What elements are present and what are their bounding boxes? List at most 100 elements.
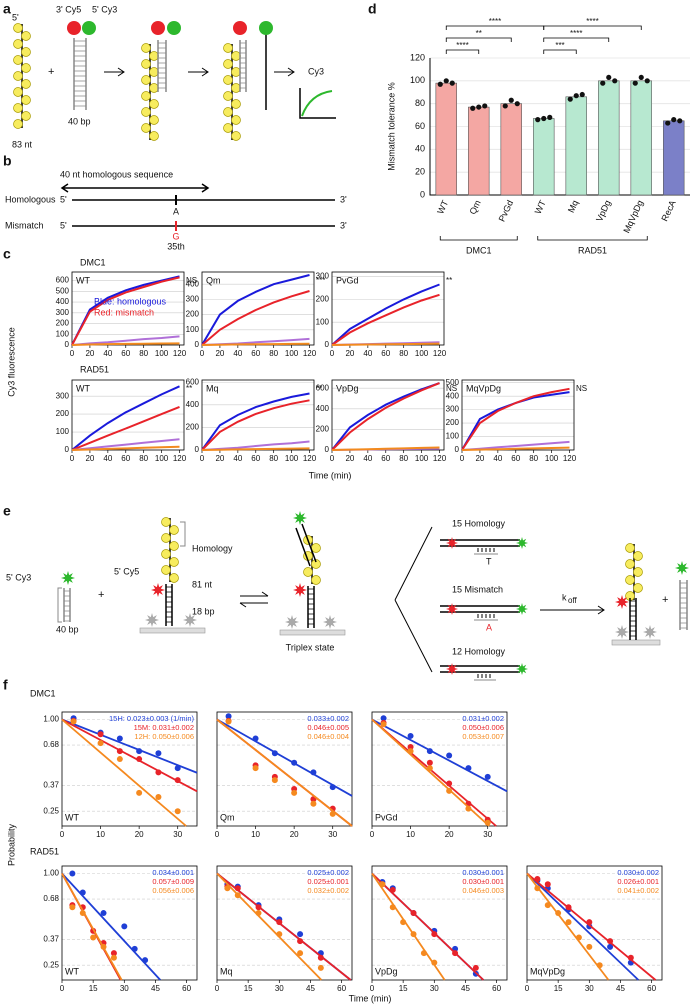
data-point (596, 962, 603, 969)
x-tick-label: 80 (269, 454, 278, 463)
rate-label: 0.046±0.003 (462, 886, 504, 895)
x-tick-label: 60 (381, 454, 390, 463)
y-tick-label: 200 (56, 409, 70, 418)
line-series (201, 447, 310, 451)
y-tick-label: 0 (65, 340, 70, 349)
x-tick-label: 0 (70, 349, 75, 358)
bp-bracket (57, 587, 62, 623)
x-tick-label: 60 (511, 454, 520, 463)
chart: 0 200 400 600 0 20 40 60 80 100 120 Mq ** (186, 377, 323, 463)
rate-subscript: off (568, 596, 578, 605)
fluorophore (516, 663, 528, 675)
fit-line (61, 718, 198, 793)
x-axis-title: Time (min) (309, 470, 352, 480)
x-tick-label: 0 (70, 454, 75, 463)
y-tick-label: 100 (446, 432, 460, 441)
base: G (172, 231, 179, 241)
replicate-dot (541, 115, 547, 122)
fit-line (61, 873, 123, 981)
y-tick-label: 0 (455, 445, 460, 454)
data-point (544, 902, 551, 909)
line-series (331, 283, 440, 346)
x-tick-label: 40 (103, 349, 112, 358)
y-axis-title: Probability (6, 823, 16, 866)
data-point (446, 752, 453, 759)
significance-label: NS (446, 384, 457, 393)
nucleotide (231, 51, 241, 61)
branch (394, 526, 433, 673)
bracket (474, 553, 498, 681)
significance-bracket (445, 49, 480, 54)
data-point (465, 805, 472, 812)
duplex (63, 588, 71, 622)
nucleotide (21, 111, 31, 121)
replicate-dot (508, 97, 514, 103)
nucleotide (21, 63, 31, 73)
x-tick-label: 20 (445, 830, 454, 839)
y-tick-label: 400 (446, 391, 460, 400)
label: 81 nt (192, 579, 213, 589)
fit-line (216, 718, 353, 827)
fluorophore (615, 595, 629, 609)
rate-label: 0.056±0.006 (152, 886, 194, 895)
data-point (627, 954, 634, 961)
y-tick-label: 1.00 (43, 869, 59, 878)
case-label: 12 Homology (452, 646, 506, 656)
panel-a: 5' 3' Cy5 5' Cy3 + 40 bp 83 nt Cy3 (12, 4, 336, 149)
line-series (71, 438, 180, 451)
replicate-dot (671, 117, 677, 123)
x-tick-label: 80 (139, 454, 148, 463)
fluorophore (446, 603, 458, 615)
x-tick-label: 30 (430, 984, 439, 993)
y-tick-label: 0.25 (43, 806, 59, 815)
replicate-dot (547, 114, 553, 120)
fit-line (371, 718, 508, 793)
nucleotide (21, 79, 31, 89)
row-label: Homologous (5, 194, 56, 204)
data-point (426, 759, 433, 766)
panel-title: WT (65, 966, 79, 976)
data-point (224, 885, 231, 892)
y-tick-label: 600 (56, 276, 70, 285)
data-point (534, 876, 541, 883)
chart: 0 200 400 600 0 20 40 60 80 100 120 VpDg NS (316, 379, 457, 463)
line-series (71, 385, 180, 451)
y-tick-label: 400 (56, 297, 70, 306)
significance-label: ** (476, 29, 482, 38)
label: 5' (60, 194, 67, 204)
nucleotide (223, 75, 233, 85)
panel-label: e (3, 503, 11, 519)
y-axis-title: Mismatch tolerance % (386, 82, 396, 171)
data-point (389, 886, 396, 893)
duplex (307, 586, 315, 628)
nucleotide (223, 59, 233, 69)
significance-bracket (543, 37, 610, 42)
legend-note: Blue: homologous (94, 296, 167, 306)
y-tick-label: 0 (325, 445, 330, 454)
data-point (484, 773, 491, 780)
y-tick-label: 60 (415, 121, 425, 131)
y-tick-label: 0 (195, 445, 200, 454)
panel-title: MqVpDg (530, 966, 565, 976)
y-tick-label: 80 (415, 98, 425, 108)
data-point (565, 919, 572, 926)
label: 3' (340, 194, 347, 204)
data-point (534, 885, 541, 892)
y-tick-label: 200 (56, 319, 70, 328)
nucleotide (21, 47, 31, 57)
y-tick-label: 200 (186, 423, 200, 432)
data-point (155, 793, 162, 800)
data-point (155, 769, 162, 776)
rate-label: 0.033±0.002 (307, 714, 349, 723)
base-pairs (680, 582, 687, 629)
plot-frame (216, 711, 353, 827)
panel-title: VpDg (336, 383, 359, 393)
surface (139, 627, 206, 634)
legend-note: Red: mismatch (94, 307, 154, 317)
data-point (136, 756, 143, 763)
plot-frame (526, 865, 663, 981)
x-tick-label: 20 (215, 349, 224, 358)
base: T (486, 556, 492, 566)
chart: 0 10 20 30 0.031±0.0020.050±0.0060.053±0.007… (370, 711, 508, 839)
significance-label: **** (586, 17, 598, 26)
